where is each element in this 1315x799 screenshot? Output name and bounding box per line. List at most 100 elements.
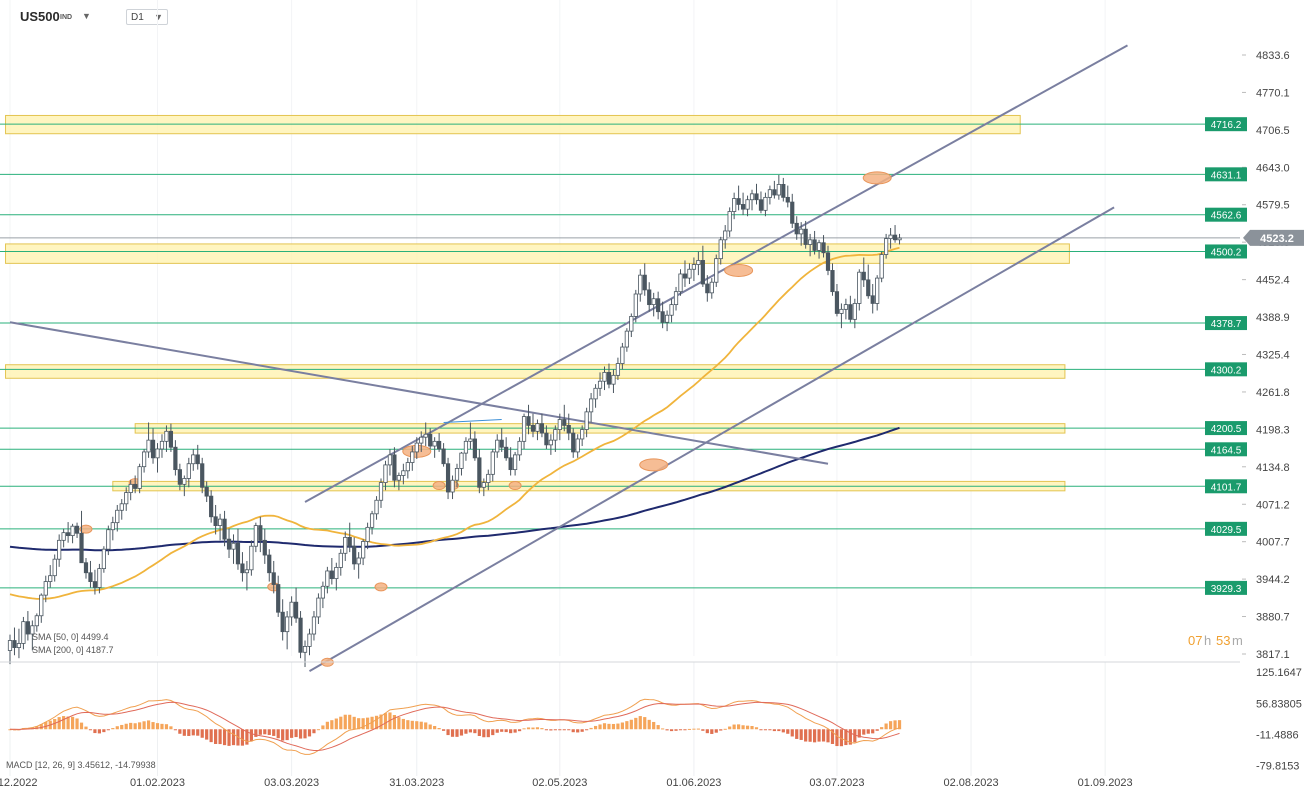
macd-histogram-bar [692,728,696,730]
macd-histogram-bar [669,729,674,732]
candle-down [785,196,790,203]
macd-histogram-bar [200,729,204,738]
y-tick-label: 4706.5 [1256,125,1290,137]
macd-histogram-bar [893,720,897,730]
macd-histogram-bar [325,721,329,730]
macd-histogram-bar [598,724,602,730]
macd-histogram-bar [343,714,347,730]
macd-histogram-bar [884,723,888,730]
candle-up [808,239,813,245]
candle-up [253,525,258,547]
candle-down [441,448,446,465]
macd-histogram-bar [897,720,902,730]
macd-histogram-bar [397,717,401,730]
macd-histogram-bar [35,726,39,730]
macd-histogram-bar [790,729,794,737]
candle-up [289,601,294,618]
candle-up [43,581,48,596]
y-tick-label: 4134.8 [1256,462,1290,474]
candle-up [106,529,111,550]
macd-histogram-bar [804,729,808,742]
candle-down [428,433,433,447]
macd-histogram-bar [276,729,280,739]
candle-up [16,643,22,648]
candle-down [508,457,513,471]
candle-up [763,196,768,211]
trendline [443,419,502,423]
candle-up [52,558,57,577]
macd-histogram-bar [97,729,101,734]
x-tick-label: 30.12.2022 [0,777,38,789]
macd-signal-line [10,701,900,751]
candle-down [235,542,241,565]
macd-histogram-bar [531,727,535,730]
candle-down [258,525,263,541]
candle-up [454,468,460,481]
level-tag-label: 4562.6 [1211,211,1242,222]
candle-down [830,270,835,293]
candle-down [329,570,334,580]
macd-histogram-bar [169,726,173,730]
macd-histogram-bar [710,729,714,734]
macd-histogram-bar [321,725,325,730]
candle-up [378,482,384,501]
level-tag [1205,244,1247,259]
macd-line [9,698,900,755]
macd-histogram-bar [88,729,93,731]
candle-up [638,274,643,295]
macd-histogram-bar [888,721,893,730]
macd-histogram-bar [464,729,468,734]
macd-histogram-bar [571,729,575,733]
highlight-ellipse [432,481,446,491]
candle-up [128,483,133,493]
candle-up [816,242,822,251]
candle-up [423,433,428,438]
macd-histogram-bar [705,729,709,734]
candle-up [481,482,486,488]
sma200-line [9,426,900,552]
candle-down [445,463,451,493]
candle-up [316,597,321,618]
macd-histogram-bar [835,729,839,747]
candle-down [705,283,710,294]
macd-histogram-bar [401,718,405,730]
trendlines [9,44,1128,673]
candle-up [48,575,53,582]
candle-up [387,454,393,466]
candle-up [70,525,75,537]
level-tag [1205,316,1247,331]
candle-up [110,522,115,531]
moving-averages [9,246,900,600]
candle-down [758,199,764,211]
countdown-minutes-unit: m [1232,633,1243,648]
symbol-name[interactable]: US500 [20,9,60,24]
macd-histogram-bar [777,729,781,732]
macd-histogram-bar [459,729,464,736]
candle-down [168,430,174,448]
candle-down [226,538,232,550]
macd-histogram-bar [602,723,607,730]
candle-up [517,440,522,456]
macd-histogram-bar [419,721,423,730]
y-tick-label: 4579.5 [1256,200,1290,212]
candle-down [821,242,826,254]
candle-up [101,548,106,570]
candle-down [781,184,786,198]
candle-up [30,625,35,635]
candle-down [539,423,545,434]
candle-down [88,572,93,582]
macd-histogram-bar [330,720,334,730]
candle-up [320,585,326,599]
macd-histogram-bar [585,729,589,731]
macd-histogram-bar [392,714,397,730]
symbol-dropdown-icon[interactable]: ▼ [82,11,91,21]
candle-up [548,439,553,446]
candle-down [74,525,80,534]
candle-down [276,584,281,613]
macd-histogram-bar [124,723,128,730]
macd-histogram-bar [281,729,285,741]
macd-histogram-bar [361,718,365,730]
candle-up [888,234,893,240]
candle-down [437,440,442,450]
